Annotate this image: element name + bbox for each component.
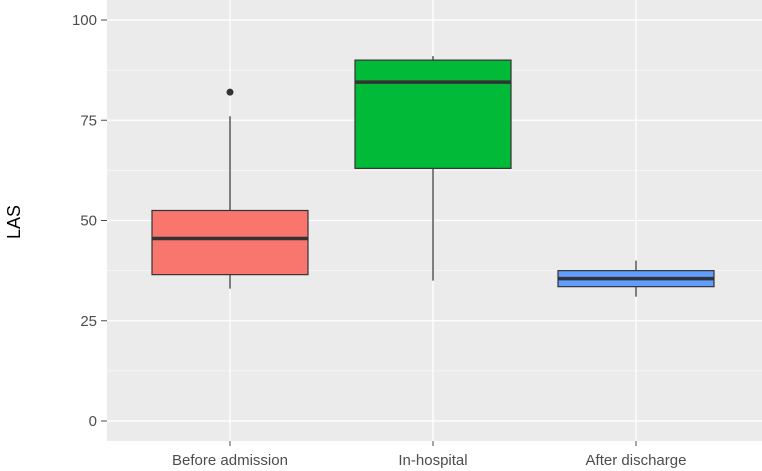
boxes bbox=[151, 56, 715, 297]
box-iqr bbox=[354, 59, 512, 169]
box-iqr bbox=[151, 209, 309, 276]
x-tick-label: In-hospital bbox=[398, 452, 467, 469]
y-tick-label: 0 bbox=[89, 413, 97, 430]
x-tick-label: Before admission bbox=[172, 452, 288, 469]
x-axis-ticks: Before admission In-hospital After dischar… bbox=[172, 441, 686, 469]
x-tick-label: After discharge bbox=[586, 452, 687, 469]
box-after-discharge bbox=[557, 260, 715, 297]
y-tick-label: 100 bbox=[72, 12, 97, 29]
y-tick-label: 75 bbox=[80, 112, 97, 129]
box-in-hospital bbox=[354, 56, 512, 281]
y-tick-label: 25 bbox=[80, 313, 97, 330]
y-axis-title: LAS bbox=[4, 205, 24, 239]
box-before-admission bbox=[151, 88, 309, 289]
y-axis-ticks: 0 25 50 75 100 bbox=[72, 12, 107, 430]
y-tick-label: 50 bbox=[80, 213, 97, 230]
outlier-point bbox=[226, 88, 234, 96]
